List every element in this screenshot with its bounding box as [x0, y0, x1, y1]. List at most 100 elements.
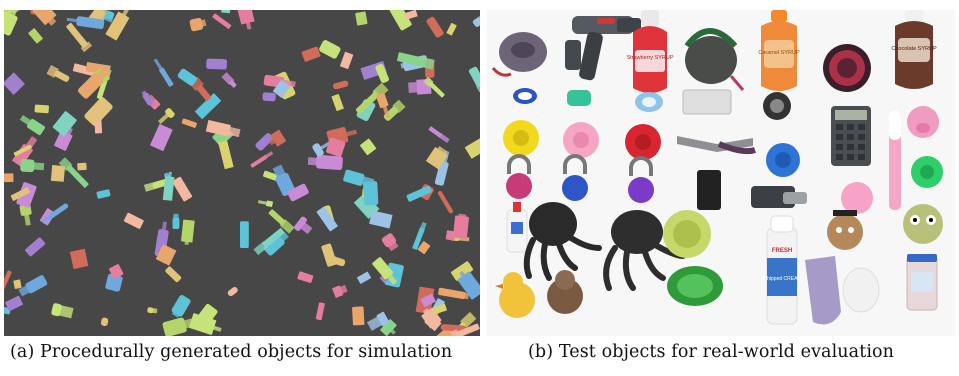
sim-object	[375, 63, 389, 83]
sim-object	[109, 264, 124, 279]
sim-object	[66, 16, 105, 30]
chocolate-syrup-bottle: Chocolate SYRUP	[891, 10, 937, 89]
real-objects-photo: Strawberry SYRUP Caramel SYRUP Chocolate…	[487, 10, 955, 336]
sim-object	[423, 76, 445, 98]
sim-object	[319, 40, 341, 59]
pink-ball-small	[841, 182, 873, 214]
sim-object	[10, 187, 31, 201]
sim-object	[464, 136, 480, 159]
sim-object	[206, 58, 227, 70]
sprinkles-jar	[906, 254, 938, 311]
green-ball-large	[663, 210, 711, 258]
sim-object	[84, 97, 113, 126]
sim-object	[221, 72, 237, 88]
sim-object	[105, 273, 123, 292]
sim-object	[297, 271, 314, 283]
sim-object	[287, 183, 309, 202]
glue-bottle	[506, 202, 528, 253]
black-octopus-toy-1	[523, 202, 602, 281]
sim-object	[376, 92, 391, 119]
caption-panel-a: (a) Procedurally generated objects for s…	[10, 342, 453, 362]
sim-object	[445, 230, 456, 241]
black-cup-holder	[763, 92, 791, 120]
sim-object	[46, 64, 70, 82]
sim-object	[355, 82, 389, 114]
sim-object	[457, 270, 480, 300]
red-ball	[625, 124, 661, 160]
green-ball	[911, 156, 943, 188]
sim-object	[452, 213, 470, 239]
blue-pacifier	[635, 92, 663, 112]
sim-object	[437, 190, 454, 214]
sim-object	[321, 243, 337, 267]
sim-object	[58, 157, 89, 189]
padlock-pink	[506, 154, 532, 199]
spray-gun	[565, 16, 641, 81]
sim-object	[451, 261, 474, 281]
purple-plush-toy	[491, 32, 547, 77]
strawberry-syrup-bottle: Strawberry SYRUP	[626, 10, 674, 93]
chocolate-syrup-label: Chocolate SYRUP	[891, 46, 937, 52]
sim-object	[426, 16, 444, 38]
sim-object	[4, 10, 19, 36]
real-objects-canvas: Strawberry SYRUP Caramel SYRUP Chocolate…	[491, 10, 943, 325]
sim-object	[316, 206, 338, 232]
sim-object	[18, 275, 48, 297]
sim-object	[205, 119, 241, 138]
sim-object	[359, 138, 377, 156]
sim-object	[268, 129, 287, 147]
sim-object	[239, 221, 249, 249]
pacifier	[513, 88, 537, 104]
sim-object	[389, 10, 412, 31]
sim-object	[438, 287, 469, 300]
green-googly-eye-toy	[903, 204, 943, 244]
pink-ball	[563, 122, 599, 158]
sim-object	[307, 154, 343, 171]
rubber-duck	[495, 272, 535, 318]
sim-object	[34, 104, 49, 114]
sim-object	[66, 23, 93, 53]
sim-object	[32, 10, 57, 26]
sim-object	[41, 203, 69, 225]
sim-object	[356, 271, 372, 285]
sim-object	[181, 118, 197, 128]
sim-object	[331, 93, 344, 112]
sim-object	[262, 92, 276, 102]
sim-object	[52, 111, 77, 137]
sim-object	[16, 182, 37, 208]
sim-object	[189, 76, 212, 101]
sim-object	[363, 181, 379, 206]
dark-plush-ball	[684, 28, 745, 91]
whipped-cream-brand: FRESH	[772, 248, 792, 254]
teddy-bear-keychain	[827, 210, 863, 250]
sim-object	[339, 51, 354, 70]
sim-object	[428, 126, 450, 144]
sim-object	[221, 10, 231, 14]
sim-object	[13, 279, 22, 289]
electrical-box	[682, 89, 732, 115]
sim-object	[189, 17, 207, 32]
sim-object	[50, 164, 66, 182]
sim-object	[468, 66, 480, 93]
sim-object	[424, 314, 442, 331]
hole-punch	[677, 136, 756, 155]
sim-object	[355, 11, 368, 26]
sim-object	[381, 233, 399, 252]
sim-object	[4, 270, 12, 295]
sim-object	[255, 133, 274, 151]
sim-object	[272, 79, 291, 98]
sim-object	[19, 115, 45, 135]
sim-object	[155, 244, 177, 266]
sim-object	[301, 46, 321, 62]
sim-object	[195, 303, 218, 327]
sim-object	[406, 185, 432, 202]
sim-object	[212, 13, 232, 30]
yellow-ball	[503, 120, 539, 156]
sim-object	[153, 58, 174, 88]
metal-faucet	[751, 186, 807, 208]
sim-object	[227, 287, 238, 297]
koosh-ball	[823, 44, 871, 92]
sim-object	[165, 266, 182, 283]
sim-object	[294, 216, 313, 235]
sim-object	[25, 237, 46, 257]
